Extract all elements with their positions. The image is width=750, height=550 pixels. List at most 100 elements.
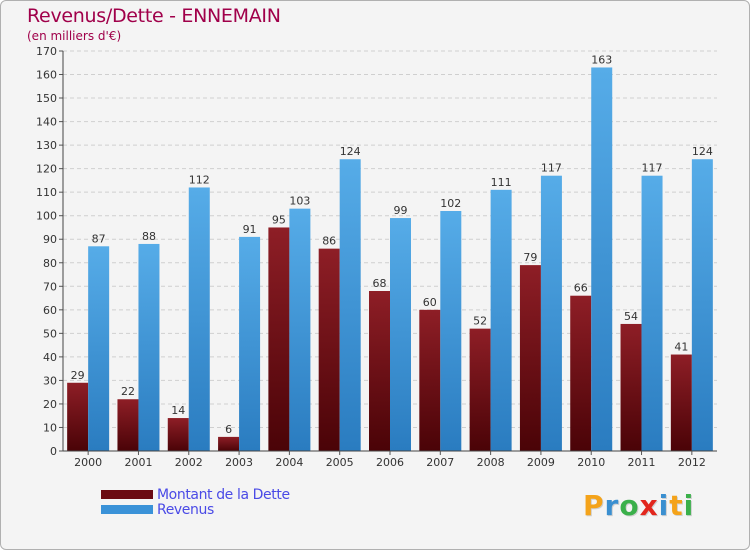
data-label-revenue: 91	[243, 223, 257, 236]
x-tick-label: 2004	[275, 456, 303, 469]
legend-item-debt: Montant de la Dette	[101, 486, 290, 503]
logo-letter: x	[639, 489, 659, 522]
logo-letter: t	[669, 489, 684, 522]
bar-debt	[469, 328, 491, 451]
x-tick-label: 2002	[175, 456, 203, 469]
logo-letter: o	[619, 489, 640, 522]
data-label-revenue: 124	[692, 145, 713, 158]
y-tick-label: 0	[50, 445, 57, 458]
logo-letter: r	[604, 489, 620, 522]
data-label-revenue: 99	[394, 204, 408, 217]
x-tick-label: 2008	[477, 456, 505, 469]
bars	[67, 67, 713, 452]
bar-revenue	[591, 67, 613, 452]
x-tick-label: 2012	[678, 456, 706, 469]
y-tick-label: 10	[43, 421, 57, 434]
legend-item-revenue: Revenus	[101, 501, 290, 518]
y-tick-label: 40	[43, 351, 57, 364]
data-label-revenue: 111	[491, 176, 512, 189]
legend-swatch-debt	[101, 490, 153, 499]
bar-debt	[570, 295, 592, 451]
y-tick-label: 90	[43, 233, 57, 246]
bar-revenue	[289, 208, 311, 451]
data-label-revenue: 163	[591, 53, 612, 66]
logo-letter: P	[583, 489, 605, 522]
y-tick-label: 20	[43, 398, 57, 411]
bar-revenue	[339, 159, 361, 451]
bar-debt	[268, 227, 290, 451]
logo-letter: i	[658, 489, 670, 522]
bar-revenue	[440, 211, 462, 451]
y-tick-label: 100	[36, 210, 57, 223]
y-tick-label: 60	[43, 304, 57, 317]
y-tick-label: 150	[36, 92, 57, 105]
data-label-revenue: 88	[142, 230, 156, 243]
bar-revenue	[691, 159, 713, 451]
data-label-revenue: 103	[289, 195, 310, 208]
x-tick-label: 2001	[124, 456, 152, 469]
data-label-revenue: 124	[340, 145, 361, 158]
data-label-debt: 79	[523, 251, 537, 264]
x-tick-label: 2006	[376, 456, 404, 469]
bar-debt	[167, 418, 189, 451]
data-label-debt: 14	[171, 404, 185, 417]
bar-revenue	[540, 175, 562, 452]
bar-debt	[369, 291, 390, 451]
y-tick-label: 50	[43, 327, 57, 340]
x-tick-label: 2007	[426, 456, 454, 469]
bar-revenue	[138, 243, 160, 451]
bar-debt	[519, 265, 541, 451]
data-label-revenue: 112	[189, 173, 210, 186]
y-tick-label: 140	[36, 116, 57, 129]
bar-debt	[67, 382, 89, 451]
bar-revenue	[239, 236, 261, 451]
y-tick-label: 70	[43, 280, 57, 293]
y-tick-label: 80	[43, 257, 57, 270]
y-tick-label: 170	[36, 45, 57, 58]
bar-debt	[318, 248, 340, 451]
chart-title: Revenus/Dette - ENNEMAIN	[27, 5, 281, 27]
chart-subtitle: (en milliers d'€)	[27, 29, 122, 43]
data-label-debt: 86	[322, 235, 336, 248]
x-tick-label: 2005	[326, 456, 354, 469]
data-label-debt: 6	[225, 423, 232, 436]
data-label-debt: 41	[674, 341, 688, 354]
bar-revenue	[390, 218, 411, 451]
bar-revenue	[88, 246, 110, 451]
data-label-debt: 68	[373, 277, 387, 290]
legend-label-debt: Montant de la Dette	[157, 486, 290, 503]
data-label-debt: 66	[574, 282, 588, 295]
y-tick-label: 110	[36, 186, 57, 199]
data-label-debt: 52	[473, 315, 487, 328]
bar-debt	[117, 399, 139, 451]
logo-letter: i	[683, 489, 695, 522]
bar-debt	[218, 436, 240, 451]
legend-label-revenue: Revenus	[157, 501, 214, 518]
data-label-revenue: 87	[92, 232, 106, 245]
axes: 2000 2001 2002 2003 2004 2005 2006 2007 2008 2009…	[62, 51, 717, 469]
y-tick-label: 120	[36, 163, 57, 176]
data-label-revenue: 117	[642, 162, 663, 175]
x-tick-label: 2003	[225, 456, 253, 469]
x-tick-label: 2009	[527, 456, 555, 469]
data-label-debt: 54	[624, 310, 638, 323]
y-tick-label: 130	[36, 139, 57, 152]
y-tick-label: 30	[43, 374, 57, 387]
bar-debt	[620, 323, 642, 451]
y-tick-label: 160	[36, 69, 57, 82]
proxiti-logo: Proxiti	[583, 489, 694, 522]
bar-revenue	[490, 189, 512, 451]
x-tick-label: 2000	[74, 456, 102, 469]
x-tick-label: 2011	[628, 456, 656, 469]
legend-swatch-revenue	[101, 505, 153, 514]
data-label-revenue: 102	[440, 197, 461, 210]
data-label-debt: 60	[423, 296, 437, 309]
data-label-debt: 22	[121, 385, 135, 398]
x-tick-label: 2010	[577, 456, 605, 469]
bar-debt	[419, 309, 441, 451]
data-label-debt: 95	[272, 213, 286, 226]
data-label-debt: 29	[71, 369, 85, 382]
bar-revenue	[641, 175, 663, 452]
